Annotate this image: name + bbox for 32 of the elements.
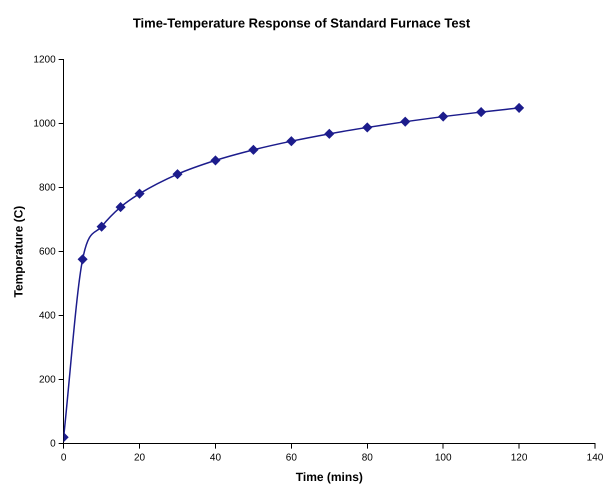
x-tick-label: 80	[362, 452, 374, 464]
x-tick-label: 120	[510, 452, 528, 464]
point	[438, 112, 448, 122]
y-tick-label: 800	[38, 182, 56, 194]
point	[248, 145, 258, 155]
y-tick-label: 200	[38, 374, 56, 386]
point	[400, 116, 410, 126]
chart-title: Time-Temperature Response of Standard Furnace Test	[132, 15, 471, 30]
y-tick-label: 1200	[33, 54, 56, 66]
point	[116, 202, 126, 212]
x-tick-label: 40	[210, 452, 222, 464]
x-tick-label: 100	[434, 452, 452, 464]
x-tick-label: 60	[286, 452, 298, 464]
y-tick-label: 1000	[33, 118, 56, 130]
x-axis-title: Time (mins)	[296, 470, 363, 484]
point	[134, 188, 144, 198]
point	[324, 129, 334, 139]
y-tick-label: 400	[38, 310, 56, 322]
point	[476, 107, 486, 117]
y-tick-label: 0	[50, 438, 56, 450]
point	[172, 169, 182, 179]
point	[362, 122, 372, 132]
y-tick-label: 600	[38, 246, 56, 258]
point	[286, 136, 296, 146]
x-tick-label: 0	[60, 452, 67, 464]
x-tick-label: 140	[586, 452, 604, 464]
point	[78, 254, 88, 264]
y-axis-title: Temperature (C)	[12, 206, 26, 298]
point	[96, 222, 106, 232]
point	[210, 156, 220, 166]
point	[514, 103, 524, 113]
x-tick-label: 20	[134, 452, 146, 464]
